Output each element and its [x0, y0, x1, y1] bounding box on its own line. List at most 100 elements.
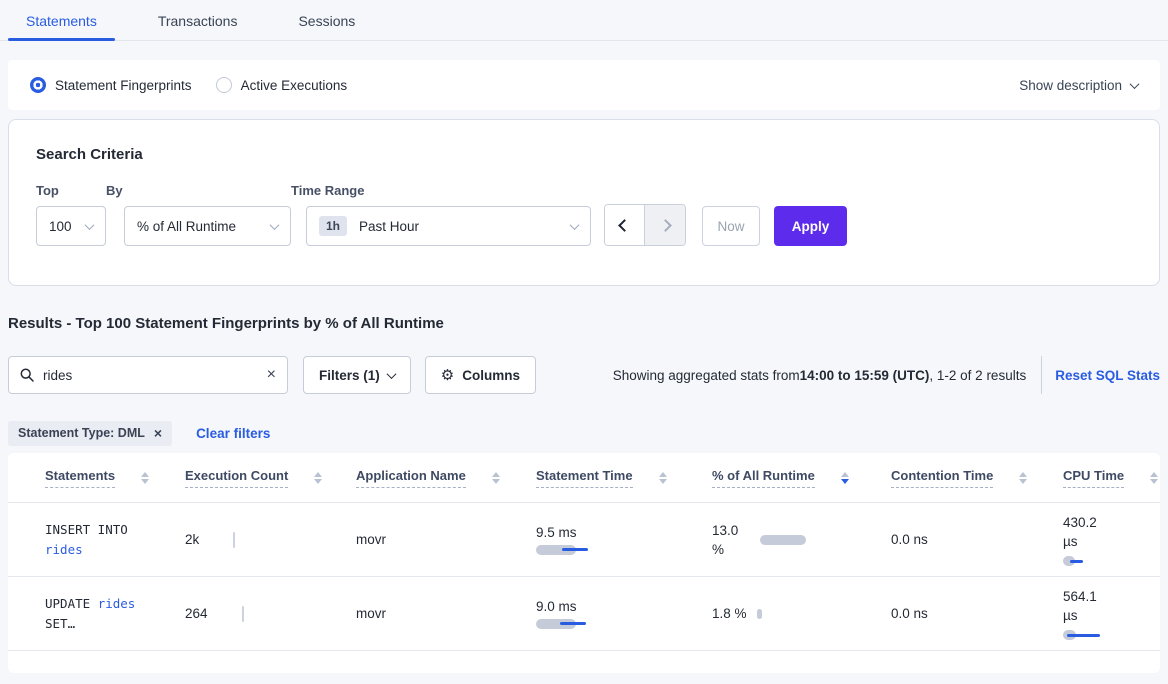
col-header-application-name[interactable]: Application Name	[356, 468, 536, 488]
radio-statement-fingerprints[interactable]: Statement Fingerprints	[30, 77, 192, 93]
vertical-divider	[1041, 356, 1043, 394]
time-range-badge: 1h	[319, 216, 348, 236]
chevron-down-icon	[386, 368, 397, 379]
search-criteria-title: Search Criteria	[36, 146, 143, 163]
apply-button[interactable]: Apply	[774, 206, 847, 246]
search-input[interactable]	[43, 367, 267, 383]
sort-desc-icon	[840, 471, 849, 484]
top-select-value: 100	[49, 218, 72, 234]
statement-cell: INSERT INTO rides	[8, 520, 185, 560]
sort-icon	[1019, 471, 1028, 484]
statement-fingerprint-link[interactable]: rides	[45, 541, 83, 557]
top-control: Top 100	[36, 183, 106, 246]
radio-unselected-icon[interactable]	[215, 77, 232, 93]
columns-button[interactable]: ⚙ Columns	[424, 356, 536, 394]
statement-fingerprint-link[interactable]: rides	[97, 595, 136, 611]
col-header-label: % of All Runtime	[712, 468, 815, 488]
execution-count-value: 2k	[185, 532, 200, 547]
cpu-time-bar	[1063, 556, 1160, 566]
clear-filters-link[interactable]: Clear filters	[196, 425, 271, 441]
reset-sql-stats-link[interactable]: Reset SQL Stats	[1055, 367, 1160, 383]
time-range-select[interactable]: 1h Past Hour	[306, 206, 591, 246]
view-toggle-card: Statement Fingerprints Active Executions…	[8, 60, 1160, 110]
chevron-down-icon	[569, 219, 580, 230]
top-select[interactable]: 100	[36, 206, 106, 246]
tab-sessions[interactable]: Sessions	[298, 13, 356, 29]
by-select-value: % of All Runtime	[137, 218, 237, 234]
radio-statement-fingerprints-label: Statement Fingerprints	[55, 77, 192, 93]
execution-count-cell: 264	[185, 605, 356, 622]
statement-search-box[interactable]: ×	[8, 356, 288, 394]
sort-icon	[314, 471, 323, 484]
contention-time-cell: 0.0 ns	[891, 605, 1063, 623]
col-header-pct-of-all-runtime[interactable]: % of All Runtime	[712, 468, 891, 488]
time-range-control: Time Range 1h Past Hour	[291, 183, 591, 246]
execution-count-value: 264	[185, 606, 208, 621]
filter-chip-label: Statement Type: DML	[18, 426, 145, 440]
radio-active-executions-label: Active Executions	[240, 77, 348, 93]
top-label: Top	[36, 183, 59, 198]
now-button[interactable]: Now	[702, 206, 760, 246]
statement-time-value: 9.5 ms	[536, 524, 577, 540]
time-nav-group	[604, 204, 686, 246]
col-header-label: Statement Time	[536, 468, 633, 488]
col-header-label: Application Name	[356, 468, 466, 488]
statement-time-cell: 9.5 ms	[536, 525, 712, 555]
contention-time-value: 0.0 ns	[891, 605, 928, 621]
search-icon	[20, 368, 34, 382]
col-header-execution-count[interactable]: Execution Count	[185, 468, 356, 488]
gear-icon: ⚙	[440, 367, 455, 384]
clear-search-icon[interactable]: ×	[266, 366, 276, 383]
statement-cell: UPDATE rides SET…	[8, 594, 185, 634]
sort-icon	[1150, 471, 1159, 484]
showing-stats-text: Showing aggregated stats from 14:00 to 1…	[613, 368, 1026, 383]
time-next-button[interactable]	[645, 205, 685, 245]
sort-icon	[141, 471, 150, 484]
applied-filters-row: Statement Type: DML × Clear filters	[8, 420, 1160, 446]
col-header-contention-time[interactable]: Contention Time	[891, 468, 1063, 488]
chevron-down-icon	[269, 219, 280, 230]
sql-activity-tabbar: Statements Transactions Sessions	[0, 0, 1168, 41]
search-criteria-controls: Top 100 By % of All Runtime Time Range 1…	[36, 183, 1132, 246]
showing-suffix: , 1-2 of 2 results	[929, 367, 1027, 383]
show-description-toggle[interactable]: Show description	[1019, 77, 1140, 93]
col-header-label: Execution Count	[185, 468, 289, 488]
table-header-row: Statements Execution Count Application N…	[8, 453, 1160, 503]
time-prev-button[interactable]	[605, 205, 645, 245]
col-header-cpu-time[interactable]: CPU Time	[1063, 468, 1160, 488]
statement-time-cell: 9.0 ms	[536, 599, 712, 629]
contention-time-cell: 0.0 ns	[891, 531, 1063, 549]
execution-count-bar	[241, 605, 244, 622]
contention-time-value: 0.0 ns	[891, 531, 928, 547]
application-name-value: movr	[356, 531, 386, 547]
cpu-time-bar	[1063, 630, 1160, 640]
statement-time-bar	[536, 544, 704, 555]
execution-count-cell: 2k	[185, 531, 356, 548]
columns-button-label: Columns	[462, 367, 520, 383]
col-header-statement-time[interactable]: Statement Time	[536, 468, 712, 488]
time-range-value: Past Hour	[359, 218, 420, 234]
tab-transactions[interactable]: Transactions	[157, 13, 238, 29]
remove-filter-icon[interactable]: ×	[153, 425, 163, 441]
tab-statements[interactable]: Statements	[8, 3, 115, 41]
col-header-label: Contention Time	[891, 468, 994, 488]
statement-time-bar	[536, 618, 704, 629]
by-label: By	[106, 183, 123, 198]
chevron-right-icon	[658, 218, 672, 232]
cpu-time-value: 430.2 µs	[1063, 515, 1097, 549]
table-row: UPDATE rides SET… 264 movr 9.0 ms 1.8 % 0…	[8, 577, 1160, 651]
time-range-label: Time Range	[291, 183, 365, 198]
col-header-label: CPU Time	[1063, 468, 1125, 488]
by-control: By % of All Runtime	[106, 183, 291, 246]
col-header-statements[interactable]: Statements	[8, 468, 185, 488]
statements-table-card: Statements Execution Count Application N…	[8, 453, 1160, 673]
results-heading: Results - Top 100 Statement Fingerprints…	[8, 315, 444, 332]
execution-count-bar	[233, 531, 236, 548]
statement-text: INSERT INTO	[45, 521, 128, 537]
by-select[interactable]: % of All Runtime	[124, 206, 291, 246]
filters-button[interactable]: Filters (1)	[303, 356, 411, 394]
radio-active-executions[interactable]: Active Executions	[215, 77, 348, 93]
radio-selected-icon[interactable]	[30, 77, 46, 93]
show-description-label: Show description	[1019, 77, 1122, 93]
runtime-pct-cell: 1.8 %	[712, 604, 891, 623]
